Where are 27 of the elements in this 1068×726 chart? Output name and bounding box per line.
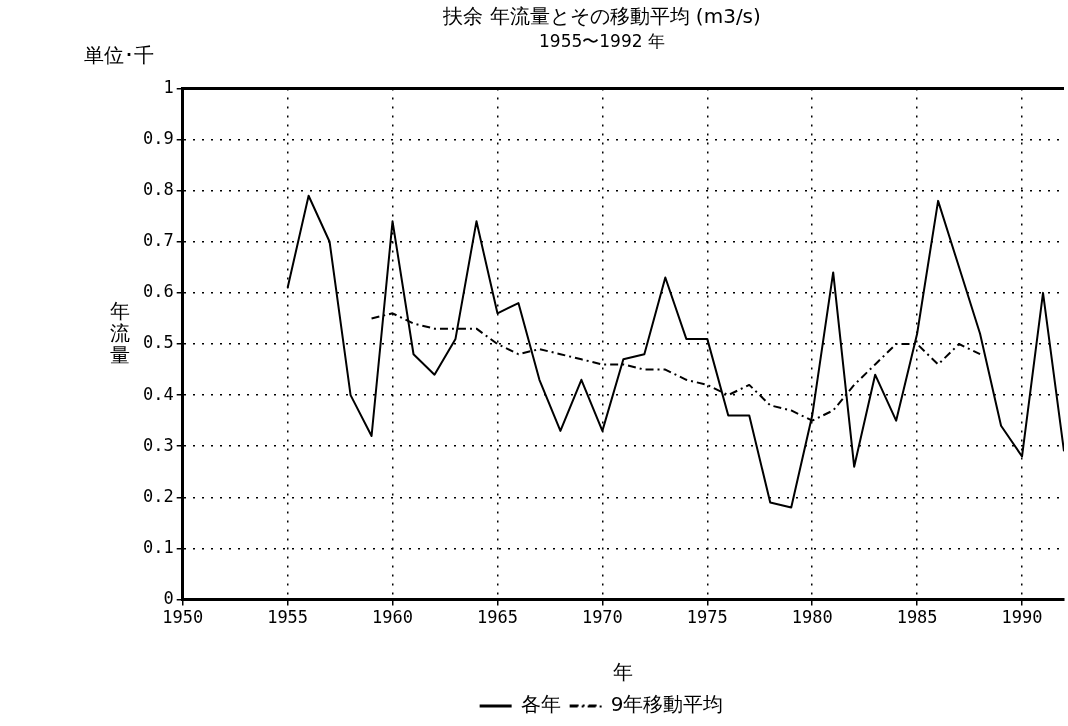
y-tick-label: 0.3 (142, 434, 174, 455)
x-tick-label: 1950 (162, 607, 204, 628)
y-tick-label: 1 (163, 76, 174, 97)
y-tick-label: 0.8 (142, 179, 174, 200)
x-tick-label: 1970 (581, 607, 623, 628)
x-axis-title: 年 (613, 660, 634, 685)
x-tick-label: 1980 (791, 607, 833, 628)
chart-subtitle: 1955〜1992 年 (539, 30, 665, 51)
x-tick-label: 1965 (476, 607, 518, 628)
x-tick-label: 1960 (372, 607, 414, 628)
x-tick-label: 1985 (896, 607, 938, 628)
y-tick-label: 0.7 (142, 230, 174, 251)
x-tick-label: 1990 (1001, 607, 1043, 628)
y-tick-label: 0.6 (142, 281, 174, 302)
y-tick-label: 0.9 (142, 127, 174, 148)
text: 単位･千 (84, 42, 154, 69)
x-tick-label: 1955 (267, 607, 309, 628)
x-tick-label: 1975 (686, 607, 728, 628)
y-tick-label: 0 (163, 588, 174, 609)
y-tick-label: 0.4 (142, 383, 174, 404)
chart-title: 扶余 年流量とその移動平均 (m3/s) (442, 4, 761, 29)
y-tick-label: 0.1 (142, 536, 174, 557)
legend-label: 9年移動平均 (610, 692, 724, 717)
legend-label: 各年 (520, 692, 561, 717)
y-tick-label: 0.2 (142, 485, 174, 506)
y-tick-label: 0.5 (142, 332, 174, 353)
y-axis-title: 年流量 (110, 299, 131, 367)
